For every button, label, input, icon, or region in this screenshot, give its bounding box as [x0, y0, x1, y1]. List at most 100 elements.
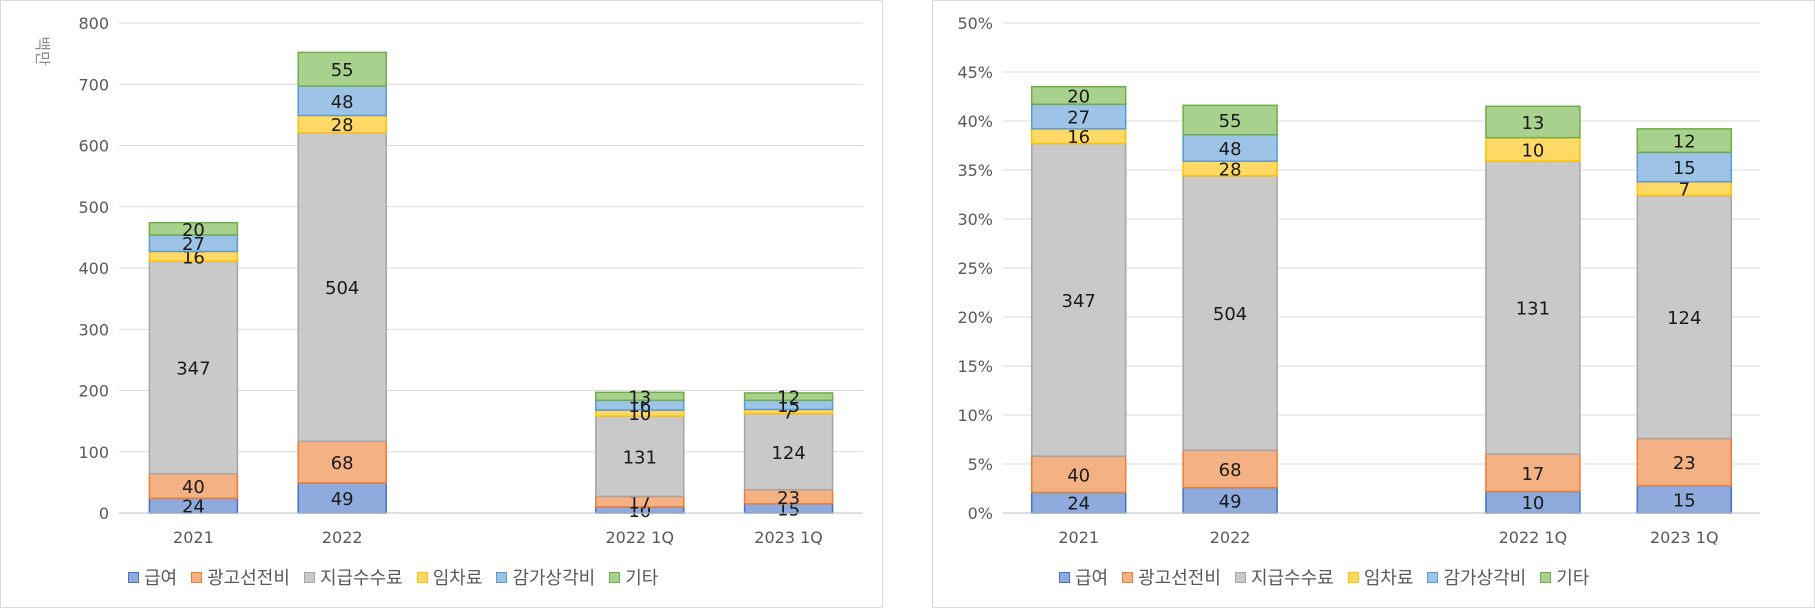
legend-label: 기타	[625, 568, 659, 589]
legend-label: 감가상각비	[512, 568, 596, 589]
x-tick-label: 2022 1Q	[606, 528, 675, 547]
bar-segment	[1636, 128, 1733, 154]
legend-swatch	[496, 571, 508, 583]
x-tick-label: 2023 1Q	[1650, 528, 1719, 547]
y-tick-label: 600	[78, 137, 109, 156]
data-label: 131	[623, 447, 657, 468]
bar-segment	[1182, 449, 1278, 489]
x-tick-label: 2021	[173, 528, 214, 547]
data-label: 68	[1219, 460, 1242, 481]
bar-segment	[1636, 437, 1733, 487]
chart-legend: 급여 광고선전비 지급수수료 임차료 감가상각비 기타	[1059, 564, 1603, 590]
bar-segment	[1636, 194, 1733, 440]
legend-label: 광고선전비	[1138, 568, 1221, 589]
data-label: 68	[331, 453, 354, 474]
bar-segment	[1182, 104, 1278, 136]
legend-label: 급여	[1075, 568, 1109, 589]
data-label: 28	[331, 115, 354, 136]
legend-label: 급여	[144, 568, 178, 589]
y-tick-label: 5%	[968, 455, 993, 474]
y-tick-label: 40%	[957, 112, 993, 131]
data-label: 7	[783, 403, 794, 424]
stacked-bar-chart-ratios: 0% 5% 10% 15% 20% 25% 30% 35% 40% 45% 50% 2021 24 40 3…	[957, 14, 1760, 547]
y-tick-label: 10%	[957, 406, 993, 425]
legend-item: 기타	[609, 564, 658, 590]
chart-legend: 급여 광고선전비 지급수수료 임차료 감가상각비 기타	[128, 564, 672, 590]
data-label: 17	[1521, 464, 1544, 485]
data-label: 23	[777, 488, 800, 509]
data-label: 49	[1219, 491, 1242, 512]
y-tick-label: 0	[99, 504, 109, 523]
x-tick-label: 2022 1Q	[1499, 528, 1568, 547]
legend-item: 감가상각비	[496, 564, 595, 590]
bar-segment	[148, 221, 239, 236]
legend-swatch	[1540, 571, 1552, 583]
y-tick-label: 700	[78, 75, 109, 94]
bar-segment	[595, 391, 685, 402]
data-label: 10	[1521, 140, 1544, 161]
data-label: 13	[628, 387, 651, 408]
data-label: 12	[777, 388, 800, 409]
legend-label: 기타	[1556, 568, 1590, 589]
bar-segment	[1485, 453, 1581, 493]
chart-panel-amounts: 0 100 200 300 400 500 600 700 800 백만 2021 24 40 347 16…	[0, 0, 883, 608]
legend-label: 지급수수료	[319, 568, 403, 589]
legend-label: 임차료	[1363, 568, 1414, 589]
data-label: 7	[1679, 180, 1690, 201]
data-label: 48	[331, 92, 354, 113]
legend-item: 임차료	[1347, 564, 1414, 590]
data-label: 28	[1219, 160, 1242, 181]
bar-segment	[297, 85, 387, 117]
data-label: 27	[1067, 108, 1090, 129]
x-tick-label: 2022	[322, 528, 363, 547]
legend-swatch	[128, 571, 139, 583]
data-label: 27	[182, 234, 205, 255]
bar-segment	[1485, 105, 1581, 139]
data-label: 12	[1673, 132, 1696, 153]
legend-label: 지급수수료	[1250, 568, 1334, 589]
bar-segment	[297, 482, 387, 514]
legend-swatch	[1059, 571, 1070, 583]
data-label: 20	[182, 220, 205, 241]
y-tick-label: 800	[78, 14, 109, 33]
bar-segment	[743, 392, 834, 402]
data-label: 16	[182, 247, 205, 268]
data-label: 40	[1067, 465, 1090, 486]
bar-segment	[743, 413, 834, 491]
legend-item: 급여	[1059, 564, 1108, 590]
data-label: 16	[628, 396, 651, 417]
data-label: 15	[1673, 490, 1696, 511]
y-axis-label: 백만	[33, 36, 52, 66]
bar-segment	[1182, 175, 1278, 452]
data-label: 347	[176, 359, 210, 380]
bar-segment	[297, 51, 387, 87]
bar-segment	[148, 473, 239, 500]
legend-label: 광고선전비	[207, 568, 290, 589]
data-label: 48	[1219, 139, 1242, 160]
legend-label: 감가상각비	[1443, 568, 1527, 589]
legend-swatch	[1347, 571, 1359, 583]
y-tick-label: 400	[78, 259, 109, 278]
y-tick-label: 50%	[957, 14, 993, 33]
y-tick-label: 200	[78, 382, 109, 401]
y-tick-label: 500	[78, 198, 109, 217]
legend-item: 기타	[1540, 564, 1589, 590]
data-label: 16	[1067, 127, 1090, 148]
bar-segment	[1030, 85, 1127, 106]
bar-segment	[297, 131, 387, 443]
x-tick-label: 2023 1Q	[754, 528, 823, 547]
legend-swatch	[609, 571, 621, 583]
data-label: 15	[777, 499, 800, 520]
data-label: 13	[1521, 113, 1544, 134]
bar-segment	[1030, 103, 1127, 130]
y-tick-label: 300	[78, 320, 109, 339]
data-label: 504	[1213, 304, 1247, 325]
legend-item: 급여	[128, 564, 177, 590]
data-label: 55	[1219, 111, 1242, 132]
x-tick-label: 2021	[1058, 528, 1099, 547]
chart-panel-ratios: 0% 5% 10% 15% 20% 25% 30% 35% 40% 45% 50% 2021 24 40 3…	[932, 0, 1815, 608]
legend-item: 임차료	[416, 564, 482, 590]
y-tick-label: 20%	[957, 308, 993, 327]
data-label: 15	[1673, 158, 1696, 179]
data-label: 131	[1516, 299, 1550, 320]
